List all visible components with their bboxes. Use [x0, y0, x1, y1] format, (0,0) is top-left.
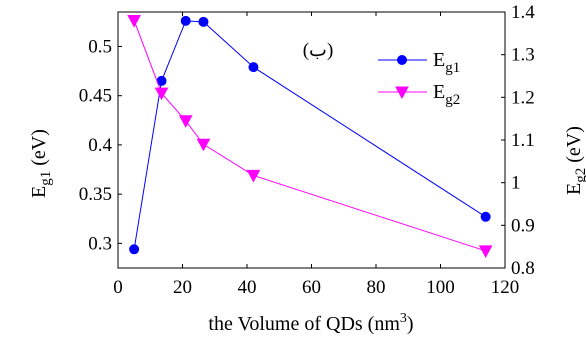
right-y-tick-label: 1.4: [511, 2, 535, 23]
data-point: [180, 15, 191, 26]
x-axis-ticks: 0 20 40 60 80 100 120: [113, 12, 519, 298]
right-y-tick-label: 0.8: [511, 258, 535, 279]
data-point: [198, 16, 209, 27]
data-point: [154, 87, 169, 101]
left-y-tick-label: 0.35: [79, 184, 112, 205]
data-point: [127, 15, 141, 28]
x-tick-label: 100: [426, 277, 455, 298]
right-y-tick-label: 1.3: [511, 45, 535, 66]
x-tick-label: 80: [367, 277, 386, 298]
x-axis-label: the Volume of QDs (nm3): [208, 311, 413, 335]
left-y-tick-label: 0.3: [88, 233, 112, 254]
data-point: [248, 62, 259, 73]
right-y-tick-label: 1: [511, 173, 521, 194]
right-y-tick-label: 0.9: [511, 215, 535, 236]
data-point: [178, 115, 193, 128]
x-tick-label: 0: [113, 277, 123, 298]
data-point: [478, 245, 493, 258]
data-point: [246, 169, 261, 183]
legend-marker: [397, 55, 407, 65]
right-y-axis-label: Eg2 (eV): [563, 126, 586, 195]
data-point: [480, 211, 491, 222]
left-y-axis-label: Eg1 (eV): [28, 129, 54, 198]
right-y-tick-label: 1.2: [511, 87, 535, 108]
left-y-tick-label: 0.45: [79, 86, 112, 107]
right-y-axis-ticks: 0.8 0.9 1 1.1 1.2 1.3 1.4: [501, 2, 535, 279]
right-y-tick-label: 1.1: [511, 130, 535, 151]
legend-item: Eg1: [378, 49, 460, 76]
series-Eg2: [127, 15, 493, 258]
series-line: [133, 20, 486, 250]
series-line: [133, 20, 486, 252]
left-y-tick-label: 0.5: [88, 36, 112, 57]
legend-label: Eg2: [433, 81, 460, 108]
x-tick-label: 60: [302, 277, 321, 298]
data-point: [196, 138, 211, 152]
series-layer: [127, 15, 493, 258]
legend-label: Eg1: [433, 49, 460, 76]
legend-marker: [395, 86, 409, 100]
x-tick-label: 20: [173, 277, 192, 298]
series-Eg1: [129, 15, 491, 255]
left-y-axis-ticks: 0.3 0.35 0.4 0.45 0.5: [79, 36, 122, 254]
panel-label: (ب): [303, 40, 334, 61]
x-tick-label: 40: [238, 277, 257, 298]
legend-item: Eg2: [378, 81, 460, 108]
left-y-tick-label: 0.4: [88, 135, 112, 156]
data-point: [129, 244, 140, 255]
x-tick-label: 120: [491, 277, 520, 298]
